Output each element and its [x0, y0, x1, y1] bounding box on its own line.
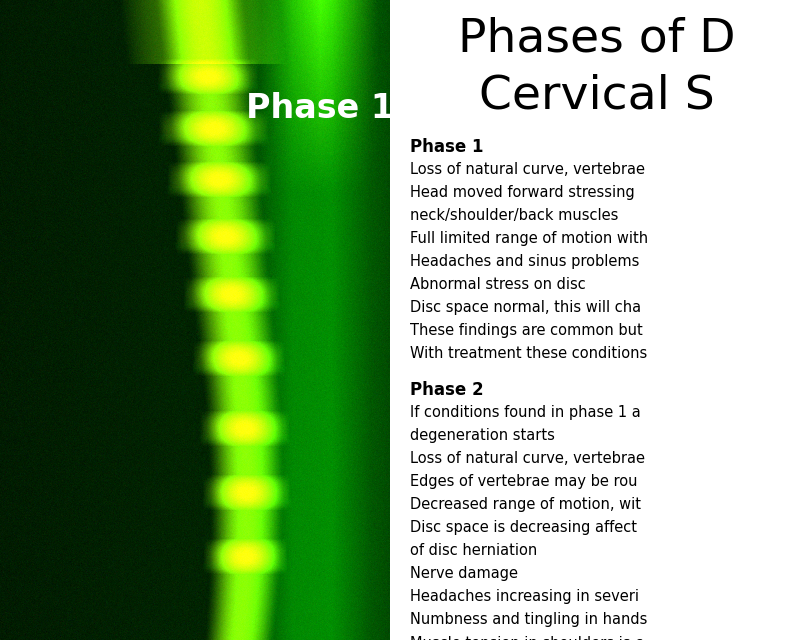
Text: Abnormal stress on disc: Abnormal stress on disc [410, 277, 586, 292]
Text: Edges of vertebrae may be rou: Edges of vertebrae may be rou [410, 474, 638, 489]
Text: Cervical S: Cervical S [479, 74, 715, 118]
Text: of disc herniation: of disc herniation [410, 543, 538, 558]
Text: Phase 1: Phase 1 [246, 92, 394, 125]
Text: If conditions found in phase 1 a: If conditions found in phase 1 a [410, 405, 641, 420]
Text: Phases of D: Phases of D [458, 16, 736, 61]
Text: neck/shoulder/back muscles: neck/shoulder/back muscles [410, 208, 618, 223]
Text: Loss of natural curve, vertebrae: Loss of natural curve, vertebrae [410, 162, 646, 177]
Text: Phase 2: Phase 2 [410, 381, 484, 399]
Text: Disc space is decreasing affect: Disc space is decreasing affect [410, 520, 638, 535]
Text: Full limited range of motion with: Full limited range of motion with [410, 231, 648, 246]
Text: Headaches increasing in severi: Headaches increasing in severi [410, 589, 639, 604]
Text: degeneration starts: degeneration starts [410, 428, 555, 443]
Text: Disc space normal, this will cha: Disc space normal, this will cha [410, 300, 642, 315]
Text: These findings are common but: These findings are common but [410, 323, 643, 338]
Text: With treatment these conditions: With treatment these conditions [410, 346, 647, 361]
Text: Decreased range of motion, wit: Decreased range of motion, wit [410, 497, 642, 512]
Text: Muscle tension in shoulders is c: Muscle tension in shoulders is c [410, 636, 643, 640]
Text: Head moved forward stressing: Head moved forward stressing [410, 185, 635, 200]
Text: Phase 1: Phase 1 [410, 138, 484, 156]
Text: Nerve damage: Nerve damage [410, 566, 518, 581]
Text: Numbness and tingling in hands: Numbness and tingling in hands [410, 612, 648, 627]
Text: Loss of natural curve, vertebrae: Loss of natural curve, vertebrae [410, 451, 646, 466]
Text: Headaches and sinus problems: Headaches and sinus problems [410, 254, 640, 269]
